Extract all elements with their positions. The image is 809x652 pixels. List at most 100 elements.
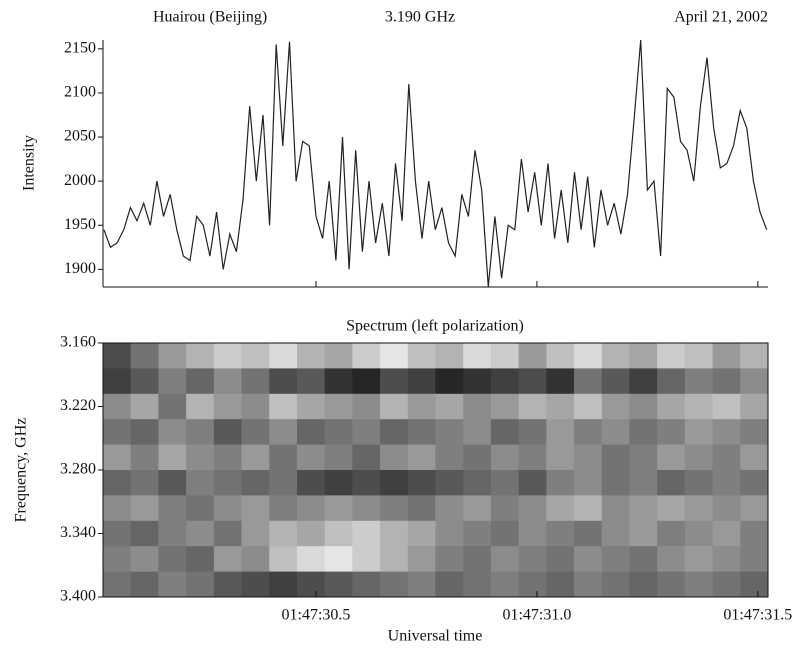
y-tick-label: 2050 [64, 128, 96, 145]
heatmap-cell [324, 444, 353, 471]
heatmap-cell [269, 343, 298, 369]
heatmap-cell [518, 546, 547, 573]
heatmap-cell [269, 495, 298, 522]
heatmap-cell [657, 444, 686, 471]
heatmap-cell [269, 546, 298, 573]
heatmap-cell [158, 571, 187, 598]
heatmap-cell [601, 343, 630, 369]
heatmap-cell [103, 419, 132, 446]
heatmap-cell [213, 419, 243, 446]
heatmap-cell [380, 444, 409, 471]
heatmap-cell [103, 520, 132, 547]
heatmap-cell [241, 419, 270, 446]
heatmap-cell [158, 368, 187, 395]
heatmap-cell [186, 546, 215, 573]
y-tick-label: 1950 [64, 216, 96, 233]
heatmap-cell [629, 520, 658, 547]
heatmap-cell [546, 546, 575, 573]
y-tick-label: 1900 [64, 260, 96, 277]
heatmap-cell [213, 368, 243, 395]
heatmap-cell [130, 419, 159, 446]
heatmap-cell [296, 470, 326, 496]
x-tick-label: 01:47:30.5 [282, 607, 351, 624]
heatmap-cell [712, 368, 741, 395]
heatmap-cell [712, 393, 741, 420]
heatmap-cell [629, 393, 658, 420]
heatmap-cell [296, 571, 326, 598]
heatmap-cell [518, 470, 547, 496]
heatmap-cell [712, 520, 741, 547]
heatmap-cell [435, 520, 464, 547]
heatmap-cell [352, 419, 381, 446]
heatmap-cell [657, 571, 686, 598]
heatmap-cell [380, 393, 409, 420]
y-axis-label: Intensity [21, 135, 38, 191]
heatmap-cell [158, 419, 187, 446]
heatmap-cell [518, 368, 547, 395]
heatmap-cell [601, 419, 630, 446]
heatmap-cell [269, 470, 298, 496]
heatmap-cell [407, 393, 436, 420]
heatmap-cell [629, 343, 658, 369]
heatmap-cell [241, 546, 270, 573]
heatmap-cell [712, 470, 741, 496]
heatmap-cell [629, 444, 658, 471]
heatmap-cell [130, 343, 159, 369]
heatmap-cell [380, 419, 409, 446]
heatmap-cell [158, 343, 187, 369]
heatmap-cell [740, 571, 769, 598]
heatmap-cell [629, 470, 658, 496]
heatmap-cell [601, 520, 630, 547]
heatmap-cell [574, 444, 603, 471]
heatmap-cell [213, 343, 243, 369]
y-tick-label: 2100 [64, 84, 96, 101]
heatmap-cell [574, 368, 603, 395]
heatmap-cell [518, 571, 547, 598]
heatmap-cell [186, 393, 215, 420]
heatmap-cell [241, 495, 270, 522]
y-tick-label: 3.160 [60, 334, 96, 351]
heatmap-cell [296, 393, 326, 420]
heatmap-cell [407, 343, 436, 369]
y-tick-label: 2150 [64, 39, 96, 56]
heatmap-cell [684, 343, 714, 369]
heatmap-cell [490, 368, 520, 395]
heatmap-cell [380, 470, 409, 496]
heatmap-cell [324, 495, 353, 522]
heatmap-cell [463, 520, 492, 547]
heatmap-cell [380, 571, 409, 598]
heatmap-cell [740, 444, 769, 471]
heatmap-cell [241, 393, 270, 420]
heatmap-cell [407, 520, 436, 547]
heatmap-cell [435, 571, 464, 598]
heatmap-cell [740, 470, 769, 496]
heatmap-cell [601, 470, 630, 496]
heatmap-cell [518, 419, 547, 446]
annotation: Huairou (Beijing) [153, 9, 267, 26]
heatmap-cell [546, 444, 575, 471]
x-axis-label: Universal time [388, 628, 483, 645]
heatmap-cell [296, 495, 326, 522]
heatmap-cell [546, 571, 575, 598]
heatmap-cell [158, 495, 187, 522]
heatmap-cell [241, 520, 270, 547]
heatmap-cell [296, 419, 326, 446]
heatmap-cell [407, 571, 436, 598]
y-tick-label: 3.220 [60, 397, 96, 414]
heatmap-cell [490, 520, 520, 547]
heatmap-cell [490, 343, 520, 369]
heatmap-cell [103, 571, 132, 598]
heatmap-cell [324, 571, 353, 598]
heatmap-cell [435, 393, 464, 420]
heatmap-cell [213, 571, 243, 598]
heatmap-cell [574, 571, 603, 598]
heatmap-cell [463, 495, 492, 522]
heatmap-cell [103, 495, 132, 522]
heatmap-cell [324, 393, 353, 420]
heatmap-cell [186, 520, 215, 547]
heatmap-cell [296, 546, 326, 573]
heatmap-cell [712, 546, 741, 573]
heatmap-cell [574, 343, 603, 369]
heatmap-cell [241, 444, 270, 471]
heatmap-cell [740, 520, 769, 547]
